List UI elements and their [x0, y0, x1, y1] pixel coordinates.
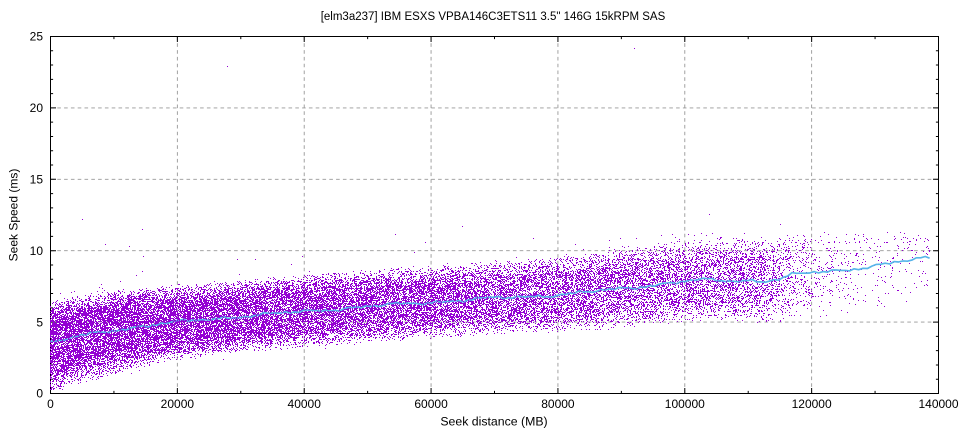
svg-text:10: 10	[30, 244, 44, 258]
svg-text:100000: 100000	[665, 397, 705, 411]
svg-text:[elm3a237] IBM ESXS VPBA146C3E: [elm3a237] IBM ESXS VPBA146C3ETS11 3.5" …	[321, 11, 666, 23]
svg-text:40000: 40000	[288, 397, 322, 411]
svg-text:20: 20	[30, 101, 44, 115]
svg-text:0: 0	[36, 387, 43, 401]
svg-text:15: 15	[30, 173, 44, 187]
svg-text:20000: 20000	[161, 397, 195, 411]
svg-text:60000: 60000	[414, 397, 448, 411]
svg-text:25: 25	[30, 30, 44, 44]
svg-text:Seek Speed (ms): Seek Speed (ms)	[7, 169, 21, 262]
svg-text:Seek distance (MB): Seek distance (MB)	[440, 415, 547, 429]
svg-text:80000: 80000	[541, 397, 575, 411]
svg-text:120000: 120000	[792, 397, 832, 411]
svg-text:0: 0	[47, 397, 54, 411]
svg-text:140000: 140000	[918, 397, 958, 411]
svg-text:5: 5	[36, 315, 43, 329]
